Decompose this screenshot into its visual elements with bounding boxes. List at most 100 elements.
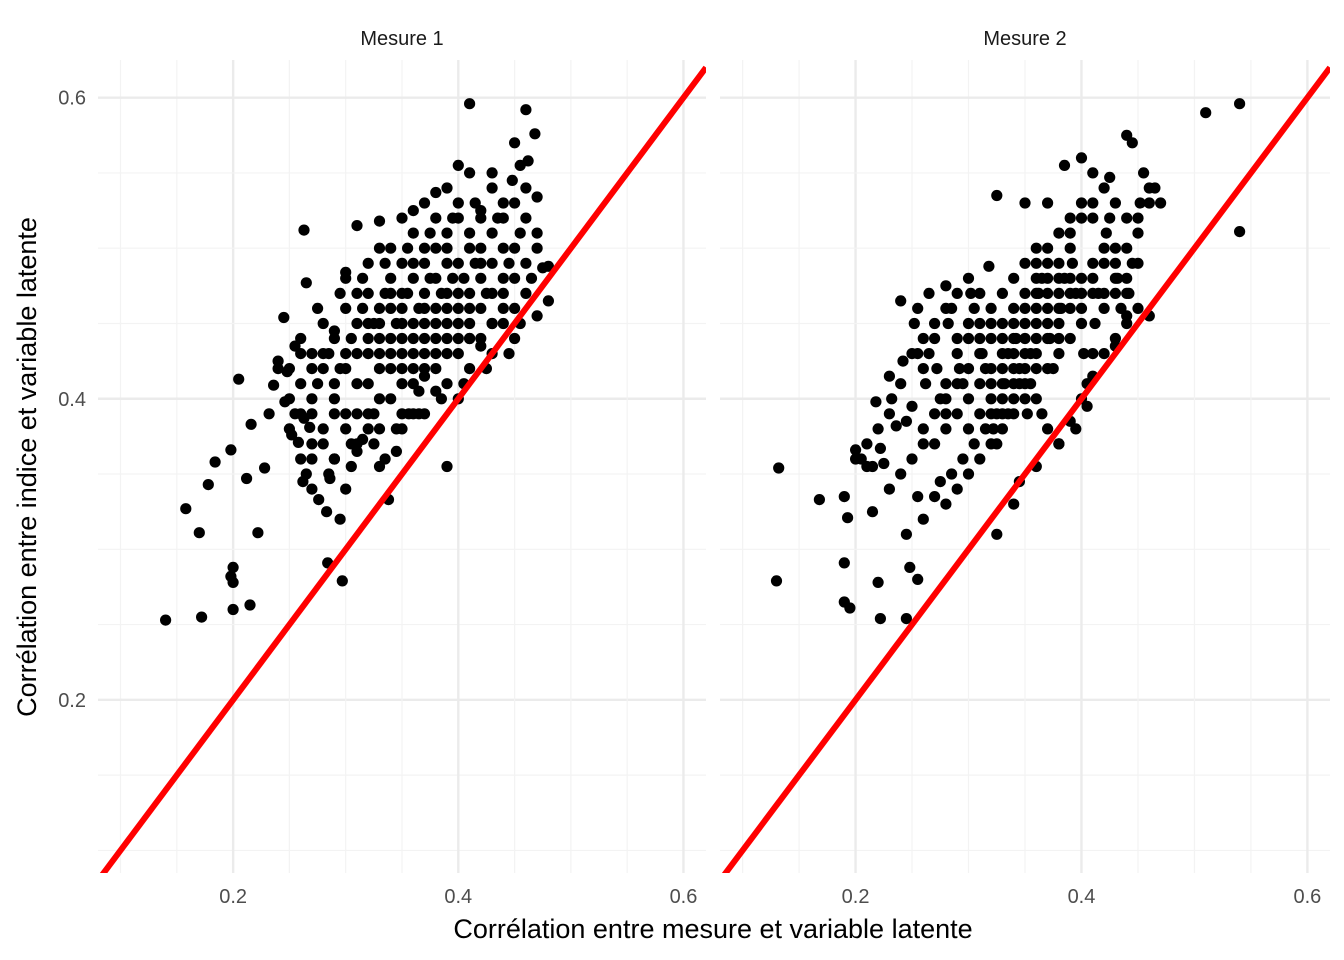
data-point xyxy=(917,423,929,435)
data-point xyxy=(1030,302,1042,314)
data-point xyxy=(306,483,318,495)
data-point xyxy=(906,400,918,412)
data-point xyxy=(1019,317,1031,330)
data-point xyxy=(906,453,918,465)
data-point xyxy=(336,575,348,587)
data-point xyxy=(962,393,975,405)
data-point xyxy=(968,438,980,450)
data-point xyxy=(278,311,290,324)
data-point xyxy=(497,242,509,254)
data-point xyxy=(1109,287,1121,299)
data-point xyxy=(452,159,464,171)
data-point xyxy=(368,317,380,330)
data-point xyxy=(1121,212,1133,224)
data-point xyxy=(317,317,329,330)
data-point xyxy=(1019,393,1031,405)
data-point xyxy=(306,453,318,465)
data-point xyxy=(334,513,346,525)
data-point xyxy=(321,506,333,518)
data-point xyxy=(985,332,997,345)
data-point xyxy=(390,423,402,435)
data-point xyxy=(940,280,952,292)
data-point xyxy=(874,442,887,454)
data-point xyxy=(940,393,952,405)
data-point xyxy=(306,348,318,360)
data-point xyxy=(1042,317,1054,330)
data-point xyxy=(464,302,476,314)
data-point xyxy=(912,491,924,503)
data-point xyxy=(334,287,346,299)
data-point xyxy=(1053,227,1065,239)
data-point xyxy=(430,302,442,314)
data-point xyxy=(1019,348,1031,360)
data-point xyxy=(160,614,172,626)
data-point xyxy=(1089,317,1101,330)
data-point xyxy=(396,257,408,269)
data-point xyxy=(520,287,532,299)
data-points xyxy=(770,98,1246,625)
data-point xyxy=(475,242,487,254)
data-point xyxy=(1008,498,1020,510)
data-point xyxy=(304,421,316,433)
x-axis-ticks: 0.2 0.4 0.6 xyxy=(219,886,697,908)
data-point xyxy=(1008,378,1020,390)
data-point xyxy=(1200,107,1212,119)
data-point xyxy=(1064,242,1076,254)
data-point xyxy=(402,287,414,299)
data-point xyxy=(906,348,918,360)
data-point xyxy=(464,332,476,345)
data-point xyxy=(991,189,1003,202)
data-point xyxy=(373,242,386,254)
data-point xyxy=(1053,438,1065,450)
data-point xyxy=(1053,332,1065,345)
data-point xyxy=(295,378,307,390)
data-point xyxy=(1132,302,1144,314)
data-point xyxy=(225,570,237,583)
data-point xyxy=(492,212,504,224)
data-point xyxy=(974,332,986,345)
data-point xyxy=(469,197,481,209)
data-point xyxy=(542,260,555,272)
data-point xyxy=(362,332,374,345)
data-point xyxy=(953,363,966,375)
data-point xyxy=(503,348,515,360)
data-point xyxy=(1042,257,1054,269)
data-point xyxy=(295,332,307,345)
data-point xyxy=(424,272,436,284)
data-point xyxy=(861,438,873,450)
data-point xyxy=(340,483,352,495)
data-point xyxy=(996,393,1009,405)
data-point xyxy=(1087,287,1099,299)
data-point xyxy=(508,302,521,314)
data-point xyxy=(1008,317,1020,330)
data-point xyxy=(1138,167,1150,179)
data-point xyxy=(497,302,509,314)
data-point xyxy=(441,378,453,390)
data-point xyxy=(1042,332,1054,345)
data-point xyxy=(373,302,386,314)
data-point xyxy=(407,363,419,375)
data-point xyxy=(1081,400,1093,412)
data-point xyxy=(313,494,325,506)
data-point xyxy=(1030,317,1042,330)
data-point xyxy=(317,438,329,450)
data-point xyxy=(1008,272,1020,284)
data-point xyxy=(1075,287,1088,299)
data-point xyxy=(402,242,414,254)
data-point xyxy=(475,212,487,224)
data-point xyxy=(396,408,408,420)
data-point xyxy=(1143,197,1155,209)
data-point xyxy=(962,332,975,345)
data-point xyxy=(351,287,363,299)
y-tick-label: 0.6 xyxy=(58,88,86,110)
data-point xyxy=(1030,332,1042,345)
data-point xyxy=(244,599,256,611)
data-point xyxy=(418,332,431,345)
data-point xyxy=(441,182,453,194)
data-point xyxy=(475,302,487,314)
data-point xyxy=(1234,226,1246,238)
data-point xyxy=(506,174,518,186)
data-point xyxy=(452,317,464,330)
data-point xyxy=(520,257,532,269)
data-point xyxy=(292,436,304,448)
